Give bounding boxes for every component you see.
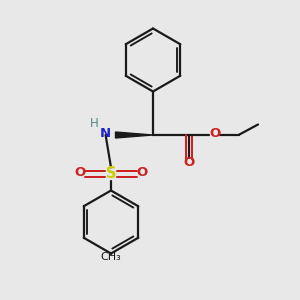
Text: O: O [209, 127, 220, 140]
Text: N: N [100, 127, 111, 140]
Polygon shape [116, 132, 153, 138]
Text: H: H [90, 117, 99, 130]
Text: O: O [183, 156, 195, 170]
Text: O: O [75, 166, 86, 179]
Text: CH₃: CH₃ [100, 251, 122, 262]
Text: O: O [136, 166, 147, 179]
Text: S: S [106, 167, 116, 182]
